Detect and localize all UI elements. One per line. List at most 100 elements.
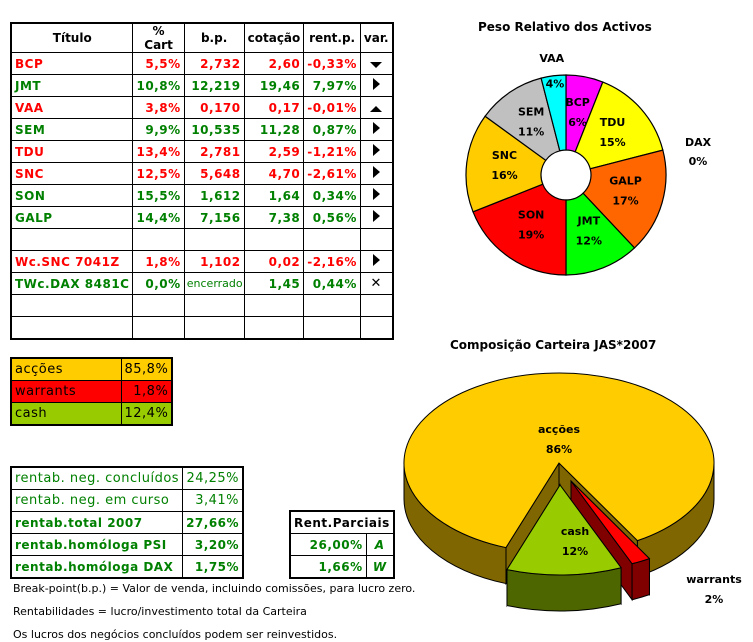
cell-cart: 9,9% <box>132 118 185 141</box>
donut-label: SEM <box>518 106 544 119</box>
returns-row: rentab. neg. concluídos 24,25% <box>10 466 244 490</box>
partial-row: 1,66% W <box>289 555 395 579</box>
pie3d-value-label: 86% <box>546 443 572 456</box>
cell-bp: 1,102 <box>183 250 245 273</box>
partial-returns-table: Rent.Parciais 26,00% A 1,66% W <box>289 510 395 579</box>
cell-cart: 10,8% <box>132 74 185 97</box>
donut-slice-vaa <box>540 74 567 152</box>
pie3d-value-label: 2% <box>705 593 724 606</box>
table-row: JMT 10,8% 12,219 19,46 7,97% <box>10 74 394 97</box>
donut-value-label: 12% <box>576 235 602 248</box>
empty-row <box>10 228 394 251</box>
composition-table: acções 85,8% warrants 1,8% cash 12,4% <box>10 357 174 426</box>
table-row: SNC 12,5% 5,648 4,70 -2,61% <box>10 162 394 185</box>
pie3d-label: cash <box>561 525 589 538</box>
cell-cart: 12,5% <box>132 162 185 185</box>
cell-bp: 5,648 <box>183 162 245 185</box>
triangle-right-icon <box>372 78 380 90</box>
cell-rent: -0,01% <box>303 96 361 119</box>
cell-cotacao: 1,45 <box>243 272 305 295</box>
cell-bp: 7,156 <box>183 206 245 229</box>
cell-var <box>359 74 394 97</box>
partial-row: 26,00% A <box>289 533 395 556</box>
returns-row: rentab.homóloga PSI 3,20% <box>10 533 244 556</box>
returns-label: rentab. neg. em curso <box>10 489 184 512</box>
cell-titulo <box>10 294 134 317</box>
donut-label: SNC <box>492 149 517 162</box>
composition-row: warrants 1,8% <box>10 380 173 403</box>
returns-label: rentab. neg. concluídos <box>10 466 184 490</box>
note-reinvest: Os lucros dos negócios concluídos podem … <box>13 628 338 641</box>
donut-label: GALP <box>609 174 642 187</box>
donut-value-label: 11% <box>518 126 544 139</box>
returns-row: rentab.homóloga DAX 1,75% <box>10 555 244 579</box>
cell-bp <box>183 228 245 251</box>
cell-cotacao: 11,28 <box>243 118 305 141</box>
donut-label: TDU <box>600 116 626 129</box>
cell-cotacao <box>243 294 305 317</box>
partial-value: 1,66% <box>289 555 367 579</box>
composition-row: acções 85,8% <box>10 357 173 381</box>
cell-cart: 1,8% <box>132 250 185 273</box>
returns-value: 1,75% <box>182 555 244 579</box>
pie3d-slice-warrants <box>570 480 651 565</box>
composition-label: acções <box>10 357 122 381</box>
cell-bp: 10,535 <box>183 118 245 141</box>
returns-label: rentab.homóloga DAX <box>10 555 184 579</box>
cell-rent <box>303 294 361 317</box>
cell-rent: 0,87% <box>303 118 361 141</box>
returns-row: rentab.total 2007 27,66% <box>10 511 244 534</box>
column-header: var. <box>359 22 394 53</box>
donut-value-label: 15% <box>599 136 625 149</box>
table-row: BCP 5,5% 2,732 2,60 -0,33% <box>10 52 394 75</box>
cell-var: ✕ <box>359 272 394 295</box>
triangle-right-icon <box>372 122 380 134</box>
column-header: b.p. <box>183 22 245 53</box>
cell-cotacao <box>243 316 305 340</box>
cell-rent: -1,21% <box>303 140 361 163</box>
composition-row: cash 12,4% <box>10 402 173 426</box>
returns-value: 27,66% <box>182 511 244 534</box>
pie3d-slice-acções <box>403 372 715 549</box>
composition-label: warrants <box>10 380 122 403</box>
cell-bp: 1,612 <box>183 184 245 207</box>
cell-titulo: TWc.DAX 8481C <box>10 272 134 295</box>
cell-rent: 0,34% <box>303 184 361 207</box>
cell-bp: 12,219 <box>183 74 245 97</box>
cell-titulo: SNC <box>10 162 134 185</box>
composition-value: 1,8% <box>120 380 173 403</box>
table-row: Wc.SNC 7041Z 1,8% 1,102 0,02 -2,16% <box>10 250 394 273</box>
returns-value: 24,25% <box>182 466 244 490</box>
cell-cotacao: 4,70 <box>243 162 305 185</box>
cell-cotacao: 19,46 <box>243 74 305 97</box>
returns-row: rentab. neg. em curso 3,41% <box>10 489 244 512</box>
cell-bp <box>183 316 245 340</box>
triangle-right-icon <box>372 144 380 156</box>
cell-cotacao <box>243 228 305 251</box>
returns-value: 3,41% <box>182 489 244 512</box>
cell-rent: 7,97% <box>303 74 361 97</box>
donut-label: VAA <box>539 52 564 65</box>
cell-rent <box>303 228 361 251</box>
cell-bp: 0,170 <box>183 96 245 119</box>
pie3d-side-warrants <box>631 557 650 601</box>
partial-code: W <box>365 555 395 579</box>
partial-returns-header: Rent.Parciais <box>289 510 395 534</box>
cell-titulo: VAA <box>10 96 134 119</box>
donut-slice-tdu <box>574 81 664 170</box>
pie3d-label: warrants <box>686 573 742 586</box>
cell-bp <box>183 294 245 317</box>
triangle-right-icon <box>372 166 380 178</box>
cell-cart <box>132 294 185 317</box>
triangle-down-icon <box>370 61 383 68</box>
cell-var <box>359 294 394 317</box>
triangle-right-icon <box>372 210 380 222</box>
cell-cart <box>132 228 185 251</box>
cell-cart <box>132 316 185 340</box>
note-returns: Rentabilidades = lucro/investimento tota… <box>13 605 307 618</box>
cell-titulo: SON <box>10 184 134 207</box>
cell-titulo: GALP <box>10 206 134 229</box>
cell-titulo: TDU <box>10 140 134 163</box>
cell-var <box>359 96 394 119</box>
donut-value-label: 19% <box>518 228 544 241</box>
